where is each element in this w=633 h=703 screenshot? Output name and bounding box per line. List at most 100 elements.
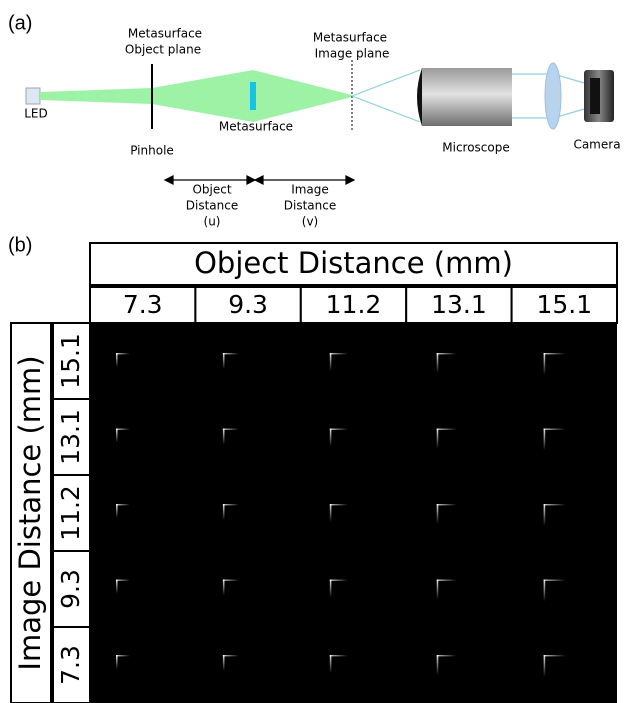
label: LED (24, 107, 48, 121)
spot (543, 655, 546, 677)
spot (329, 428, 348, 430)
spot (436, 579, 439, 600)
spot (543, 504, 546, 526)
spot (329, 504, 348, 506)
label: Image (291, 183, 329, 197)
spot (436, 655, 457, 657)
spot (116, 579, 130, 581)
panel-label: (b) (8, 234, 32, 256)
row-cell (52, 626, 91, 703)
row-cell (52, 474, 91, 552)
row-label: 11.2 (56, 485, 85, 541)
label: Metasurface (219, 120, 293, 134)
label: Camera (573, 138, 620, 152)
spot (329, 655, 348, 657)
spot (329, 428, 332, 447)
column-cell (510, 286, 619, 324)
spot (116, 504, 118, 518)
row-label: 15.1 (56, 333, 85, 389)
panel-label: (a) (8, 12, 32, 34)
label: Metasurface (313, 31, 387, 45)
spot (116, 353, 118, 367)
spot (436, 353, 439, 373)
spot (543, 353, 566, 355)
camera-lens (590, 78, 600, 114)
spot (436, 504, 439, 524)
spot (543, 428, 566, 430)
column-cell (299, 286, 408, 324)
spot (116, 353, 130, 355)
microscope (422, 68, 512, 126)
spot (543, 353, 546, 375)
label: Image plane (315, 47, 390, 61)
row-title: Image Distance (mm) (13, 355, 47, 670)
spot (222, 504, 239, 506)
spot (222, 579, 225, 596)
spot (543, 655, 566, 657)
spot (543, 579, 566, 581)
spot (222, 655, 239, 657)
label: (v) (302, 215, 318, 229)
spot (329, 353, 332, 371)
spot (116, 428, 130, 430)
spot (222, 353, 225, 369)
column-label: 11.2 (326, 290, 382, 319)
label: Pinhole (130, 144, 174, 158)
image-grid (90, 323, 617, 703)
spot (116, 579, 118, 594)
label: Metasurface (128, 27, 202, 41)
column-cell (89, 286, 197, 324)
objective (417, 68, 422, 126)
label: Distance (186, 199, 238, 213)
spot (436, 353, 457, 355)
spot (222, 504, 225, 520)
spot (436, 504, 457, 506)
spot (543, 579, 546, 602)
spot (329, 353, 348, 355)
column-cell (405, 286, 513, 324)
header-cell (89, 242, 618, 286)
spot (436, 428, 457, 430)
label: Distance (284, 199, 336, 213)
spot (222, 428, 225, 445)
column-label: 13.1 (431, 290, 487, 319)
label: Object (192, 183, 231, 197)
spot (329, 579, 332, 598)
beam (152, 70, 253, 122)
spot (543, 428, 546, 451)
beam (253, 70, 352, 122)
beam (40, 88, 152, 104)
label: (u) (204, 215, 221, 229)
spot (222, 579, 239, 581)
spot (116, 655, 130, 657)
spot (329, 579, 348, 581)
spot (543, 504, 566, 506)
spot (116, 655, 118, 669)
spot (329, 655, 332, 673)
column-label: 7.3 (123, 290, 163, 319)
spot (222, 428, 239, 430)
row-cell (52, 322, 91, 400)
spot (436, 655, 439, 675)
spot (222, 655, 225, 671)
led (25, 87, 41, 105)
spot (436, 579, 457, 581)
column-label: 9.3 (228, 290, 268, 319)
row-label: 7.3 (56, 645, 85, 685)
spot (116, 504, 130, 506)
row-title-cell (10, 322, 52, 703)
spot (222, 353, 239, 355)
column-cell (194, 286, 302, 324)
row-label: 13.1 (56, 409, 85, 465)
row-label: 9.3 (56, 569, 85, 609)
distance-arrows (163, 175, 356, 185)
label: Object plane (125, 43, 201, 57)
column-label: 15.1 (536, 290, 592, 319)
label: Microscope (442, 141, 510, 155)
metasurface (250, 82, 256, 110)
column-title: Object Distance (mm) (194, 246, 513, 280)
lens (544, 62, 562, 130)
spot (436, 428, 439, 449)
spot (329, 504, 332, 522)
